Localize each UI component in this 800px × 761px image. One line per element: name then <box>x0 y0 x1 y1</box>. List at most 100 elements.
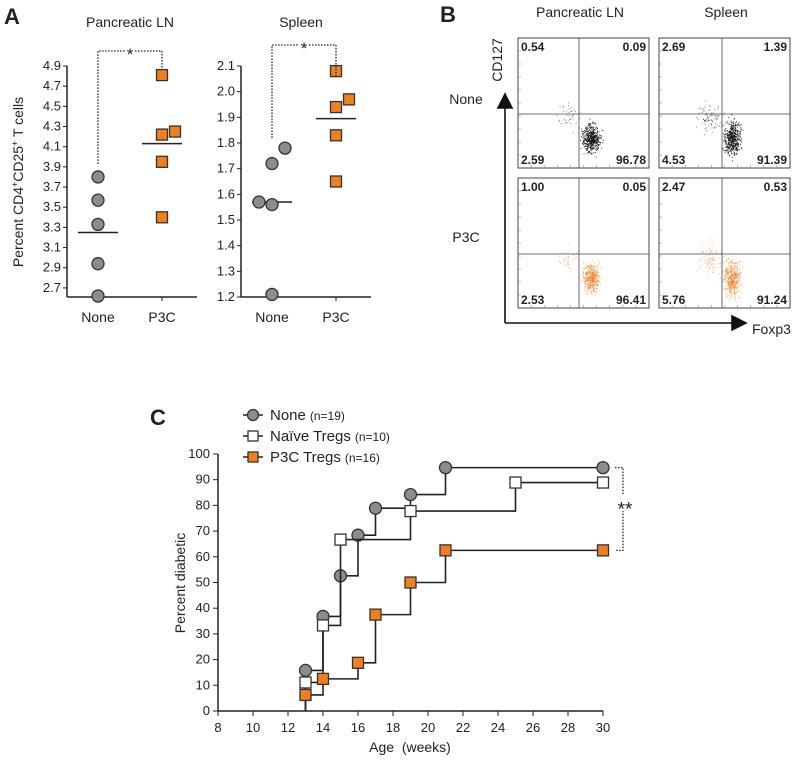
km-point-0 <box>403 487 418 502</box>
event-dot <box>591 131 593 133</box>
event-dot <box>736 150 738 152</box>
event-dot <box>732 281 734 283</box>
event-dot <box>563 110 565 112</box>
event-dot <box>729 155 731 157</box>
event-dot <box>731 138 733 140</box>
event-dot <box>592 274 594 276</box>
event-dot <box>595 282 597 284</box>
event-dot <box>741 141 743 143</box>
event-dot <box>585 274 587 276</box>
event-dot <box>589 272 591 274</box>
event-dot <box>589 282 591 284</box>
event-dot <box>723 278 725 280</box>
event-dot <box>569 118 571 120</box>
event-dot <box>739 296 741 298</box>
event-dot <box>591 279 593 281</box>
event-dot <box>584 131 586 133</box>
event-dot <box>596 270 598 272</box>
event-dot <box>590 147 592 149</box>
event-dot <box>727 152 729 154</box>
event-dot <box>728 287 730 289</box>
event-dot <box>593 270 595 272</box>
event-dot <box>740 123 742 125</box>
event-dot <box>701 244 703 246</box>
event-dot <box>713 262 715 264</box>
event-dot <box>589 132 591 134</box>
event-dot <box>722 114 724 116</box>
event-dot <box>583 280 585 282</box>
event-dot <box>592 136 594 138</box>
event-dot <box>562 106 564 108</box>
event-dot <box>729 271 731 273</box>
event-dot <box>735 124 737 126</box>
event-dot <box>723 288 725 290</box>
event-dot <box>588 268 590 270</box>
panel-label-a: A <box>4 4 20 29</box>
event-dot <box>719 125 721 127</box>
event-dot <box>723 257 725 259</box>
event-dot <box>729 150 731 152</box>
event-dot <box>574 257 576 259</box>
event-dot <box>730 285 732 287</box>
event-dot <box>566 264 568 266</box>
event-dot <box>589 118 591 120</box>
event-dot <box>587 266 589 268</box>
event-dot <box>585 127 587 129</box>
event-dot <box>582 132 584 134</box>
event-dot <box>731 135 733 137</box>
event-dot <box>578 127 580 129</box>
event-dot <box>566 261 568 263</box>
event-dot <box>586 130 588 132</box>
event-dot <box>590 144 592 146</box>
event-dot <box>587 291 589 293</box>
event-dot <box>588 123 590 125</box>
event-dot <box>734 284 736 286</box>
event-dot <box>729 133 731 135</box>
event-dot <box>590 266 592 268</box>
event-dot <box>587 145 589 147</box>
event-dot <box>724 267 726 269</box>
event-dot <box>595 291 597 293</box>
event-dot <box>734 261 736 263</box>
event-dot <box>739 284 741 286</box>
event-dot <box>735 276 737 278</box>
event-dot <box>707 275 709 277</box>
event-dot <box>710 257 712 259</box>
event-dot <box>731 287 733 289</box>
event-dot <box>732 143 734 145</box>
legend-label: P3C Tregs <box>270 449 341 466</box>
event-dot <box>726 274 728 276</box>
event-dot <box>589 286 591 288</box>
event-dot <box>727 268 729 270</box>
event-dot <box>588 279 590 281</box>
event-dot <box>727 134 729 136</box>
event-dot <box>711 263 713 265</box>
event-dot <box>590 275 592 277</box>
event-dot <box>593 123 595 125</box>
event-dot <box>590 263 592 265</box>
event-dot <box>584 129 586 131</box>
event-dot <box>598 262 600 264</box>
event-dot <box>724 282 726 284</box>
event-dot <box>592 122 594 124</box>
event-dot <box>596 283 598 285</box>
event-dot <box>567 260 569 262</box>
event-dot <box>595 274 597 276</box>
event-dot <box>730 141 732 143</box>
event-dot <box>733 287 735 289</box>
event-dot <box>727 145 729 147</box>
x-tick-label: 30 <box>596 720 610 735</box>
event-dot <box>593 271 595 273</box>
event-dot <box>719 266 721 268</box>
event-dot <box>594 278 596 280</box>
event-dot <box>735 124 737 126</box>
event-dot <box>590 133 592 135</box>
event-dot <box>583 132 585 134</box>
event-dot <box>726 143 728 145</box>
event-dot <box>736 279 738 281</box>
event-dot <box>725 143 727 145</box>
flow-row-label-p3c: P3C <box>452 229 479 245</box>
event-dot <box>730 142 732 144</box>
event-dot <box>581 130 583 132</box>
event-dot <box>733 125 735 127</box>
